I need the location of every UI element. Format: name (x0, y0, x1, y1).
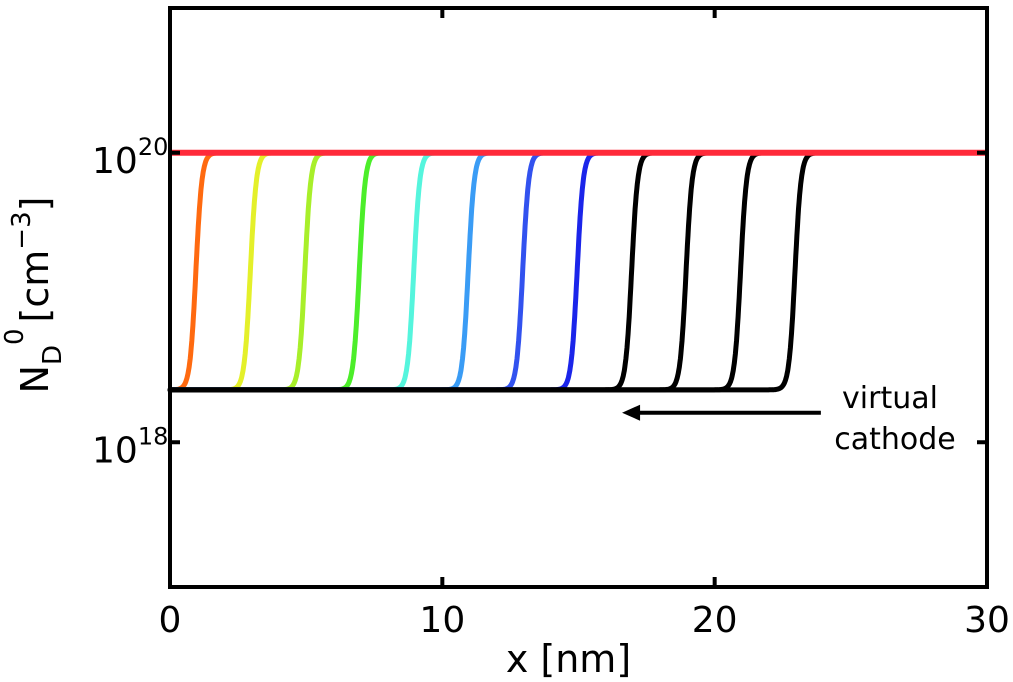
y-tick-label: 1020 (92, 133, 168, 182)
y-label-sub: D (38, 345, 68, 365)
y-label-unit-close: ] (13, 197, 57, 212)
x-tick-label: 20 (692, 600, 738, 641)
series-line-12 (167, 150, 821, 393)
annotation-line-2: cathode (834, 422, 956, 457)
annotation: virtual cathode (622, 381, 956, 457)
annotation-arrow-head (622, 404, 641, 421)
series-line-8 (167, 150, 603, 393)
series-line-6 (167, 150, 494, 393)
y-label-main: N (13, 365, 57, 393)
series-line-2 (167, 150, 276, 393)
axis-ticks (170, 8, 987, 587)
y-axis-label: ND0 [cm−3] (0, 197, 68, 394)
x-tick-label: 10 (419, 600, 465, 641)
y-label-unit: [cm (13, 250, 57, 323)
x-tick-label: 0 (159, 600, 182, 641)
series-line-1 (167, 150, 222, 393)
x-axis-label: x [nm] (506, 637, 631, 681)
y-tick-label: 1018 (92, 422, 168, 471)
x-tick-label: 30 (964, 600, 1010, 641)
data-series-layer (167, 150, 821, 393)
annotation-line-1: virtual (842, 381, 938, 416)
y-label-sup: 0 (0, 328, 30, 345)
plot-frame (168, 6, 989, 589)
y-label-unit-sup: −3 (7, 211, 37, 249)
